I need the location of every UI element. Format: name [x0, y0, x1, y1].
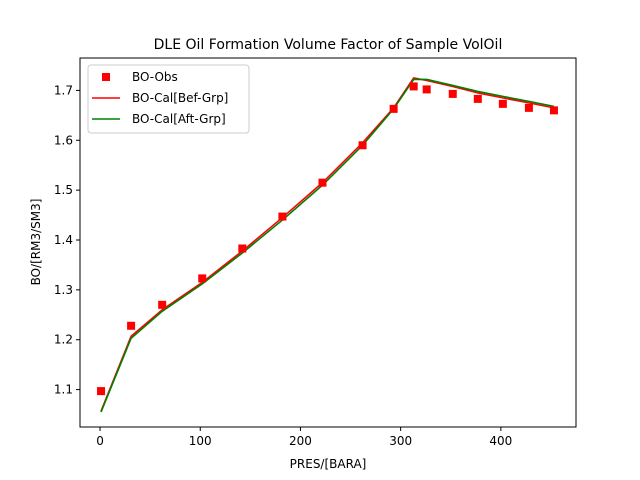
axes-frame — [79, 57, 577, 428]
legend-box — [87, 64, 250, 134]
plot-area: 0 100 200 300 400 1.1 1.2 1.3 1.4 1.5 1.6 1.7 — [54, 77, 558, 448]
legend-label-0: BO-Obs — [132, 70, 178, 84]
data-point-marker — [97, 387, 106, 396]
chart-title: DLE Oil Formation Volume Factor of Sampl… — [154, 37, 503, 53]
x-tick-label: 0 — [96, 434, 104, 448]
legend-label-2: BO-Cal[Aft-Grp] — [132, 112, 226, 126]
x-tick-label: 300 — [389, 434, 412, 448]
data-point-marker — [127, 321, 136, 330]
data-point-marker — [389, 104, 398, 113]
y-tick-label: 1.3 — [54, 283, 73, 297]
y-tick-label: 1.4 — [54, 233, 73, 247]
x-tick-label: 200 — [289, 434, 312, 448]
data-point-marker — [473, 94, 482, 103]
x-axis-label: PRES/[BARA] — [290, 457, 367, 471]
data-point-marker — [422, 85, 431, 94]
data-point-marker — [358, 141, 367, 150]
data-point-marker — [198, 274, 207, 283]
data-point-marker — [409, 82, 418, 91]
data-point-marker — [278, 212, 287, 221]
y-tick-label: 1.2 — [54, 333, 73, 347]
data-point-marker — [549, 106, 558, 115]
data-point-marker — [448, 89, 457, 98]
y-tick-label: 1.6 — [54, 133, 73, 147]
data-point-marker — [318, 178, 327, 187]
series-line-1 — [100, 77, 555, 412]
data-point-marker — [238, 244, 247, 253]
y-axis-label: BO/[RM3/SM3] — [29, 199, 43, 286]
y-tick-label: 1.5 — [54, 183, 73, 197]
legend: BO-Obs BO-Cal[Bef-Grp] BO-Cal[Aft-Grp] — [87, 64, 250, 134]
legend-marker-0 — [102, 73, 110, 81]
y-tick-label: 1.7 — [54, 83, 73, 97]
y-tick-label: 1.1 — [54, 383, 73, 397]
data-point-marker — [524, 103, 533, 112]
data-point-marker — [498, 99, 507, 108]
x-tick-label: 100 — [189, 434, 212, 448]
data-point-marker — [158, 300, 167, 309]
series-line-2 — [100, 78, 555, 413]
legend-label-1: BO-Cal[Bef-Grp] — [132, 91, 228, 105]
x-tick-label: 400 — [489, 434, 512, 448]
